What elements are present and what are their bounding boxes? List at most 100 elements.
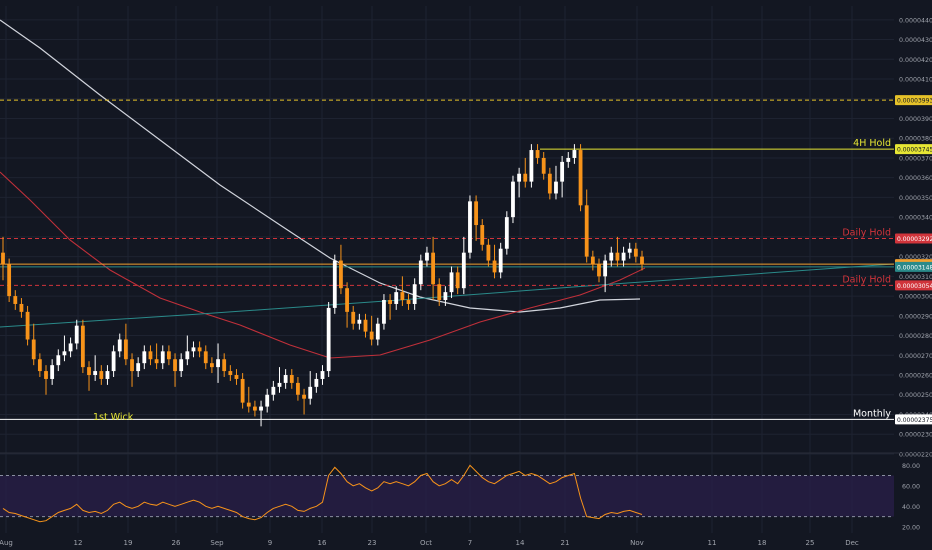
- candle-body: [296, 382, 300, 395]
- candle-body: [240, 378, 245, 403]
- candle-body: [320, 371, 325, 379]
- candle-body: [265, 394, 270, 407]
- candle-body: [173, 359, 177, 372]
- candle-body: [209, 363, 214, 368]
- x-axis-tick-label: Oct: [420, 539, 432, 547]
- candle-body: [375, 323, 380, 340]
- level-label: Daily Hold: [842, 274, 891, 285]
- candle-body: [369, 331, 374, 340]
- candle-body: [412, 284, 417, 304]
- candle-body: [25, 311, 30, 340]
- candle-body: [160, 351, 165, 364]
- candle-body: [486, 244, 491, 261]
- candle-body: [621, 252, 626, 261]
- x-axis-tick-label: 12: [74, 539, 83, 547]
- candle-body: [332, 260, 337, 308]
- candle-body: [179, 359, 184, 372]
- candle-body: [302, 394, 306, 399]
- rsi-axis-tick-label: 80.00: [902, 463, 920, 470]
- candle-body: [234, 375, 239, 379]
- candle-body: [615, 252, 620, 261]
- candle-body: [633, 248, 638, 257]
- x-axis-tick-label: 19: [124, 539, 133, 547]
- candle-body: [554, 181, 558, 194]
- candle-body: [277, 382, 282, 387]
- candle-body: [492, 260, 497, 273]
- trendline-teal: [0, 263, 895, 328]
- price-tag-label: 0.00003054: [897, 283, 932, 290]
- x-axis-tick-label: 21: [561, 539, 570, 547]
- candle-body: [425, 252, 429, 261]
- x-axis-tick-label: Dec: [845, 539, 859, 547]
- candle-body: [93, 371, 98, 376]
- candle-body: [443, 292, 448, 301]
- annotation-1st-wick: 1st Wick: [93, 412, 134, 423]
- level-label: Daily Hold: [842, 227, 891, 238]
- candle-body: [560, 161, 565, 182]
- x-axis-tick-label: 14: [516, 539, 525, 547]
- candle-body: [504, 217, 509, 249]
- x-axis-tick-label: 7: [468, 539, 472, 547]
- candle-body: [228, 371, 233, 376]
- price-tag-level-teal: [895, 261, 932, 272]
- candle-body: [578, 150, 583, 206]
- candle-body: [123, 339, 128, 360]
- x-axis-tick-label: Aug: [0, 539, 13, 547]
- candle-body: [68, 343, 73, 352]
- candle-body: [517, 173, 522, 182]
- candle-body: [136, 363, 141, 372]
- x-axis-tick-label: 11: [708, 539, 717, 547]
- price-tag-level-monthly: [895, 414, 932, 425]
- candle-body: [197, 347, 202, 352]
- candle-body: [253, 406, 257, 411]
- candle-body: [74, 325, 79, 344]
- candle-body: [259, 406, 263, 411]
- candle-body: [142, 351, 147, 364]
- price-tag-label: 0.00003292: [897, 236, 932, 243]
- candle-body: [154, 359, 159, 364]
- candle-body: [216, 359, 220, 368]
- candle-body: [37, 359, 42, 372]
- candle-body: [289, 375, 294, 383]
- candle-body: [87, 367, 91, 376]
- price-tag-level-resistance-yellow: [895, 95, 932, 106]
- candle-body: [44, 371, 48, 379]
- candle-body: [246, 402, 251, 407]
- candle-body: [99, 371, 104, 379]
- candle-body: [437, 284, 442, 301]
- candle-body: [111, 351, 116, 372]
- candle-body: [117, 339, 122, 352]
- candle-body: [627, 248, 632, 253]
- moving-average-red: [0, 171, 646, 359]
- candle-body: [222, 359, 227, 372]
- candle-body: [603, 260, 608, 277]
- candle-body: [584, 205, 589, 257]
- candle-body: [148, 351, 153, 360]
- candle-body: [400, 292, 405, 301]
- candle-body: [166, 351, 171, 360]
- candle-body: [388, 300, 392, 304]
- moving-average-white: [0, 19, 641, 313]
- candle-body: [1, 252, 5, 265]
- candle-body: [19, 303, 24, 312]
- candle-body: [461, 252, 466, 289]
- candle-body: [314, 378, 319, 387]
- x-axis-tick-label: 9: [268, 539, 272, 547]
- candle-body: [529, 150, 534, 182]
- candle-body: [640, 256, 644, 265]
- candle-body: [406, 300, 411, 304]
- candle-body: [339, 260, 343, 289]
